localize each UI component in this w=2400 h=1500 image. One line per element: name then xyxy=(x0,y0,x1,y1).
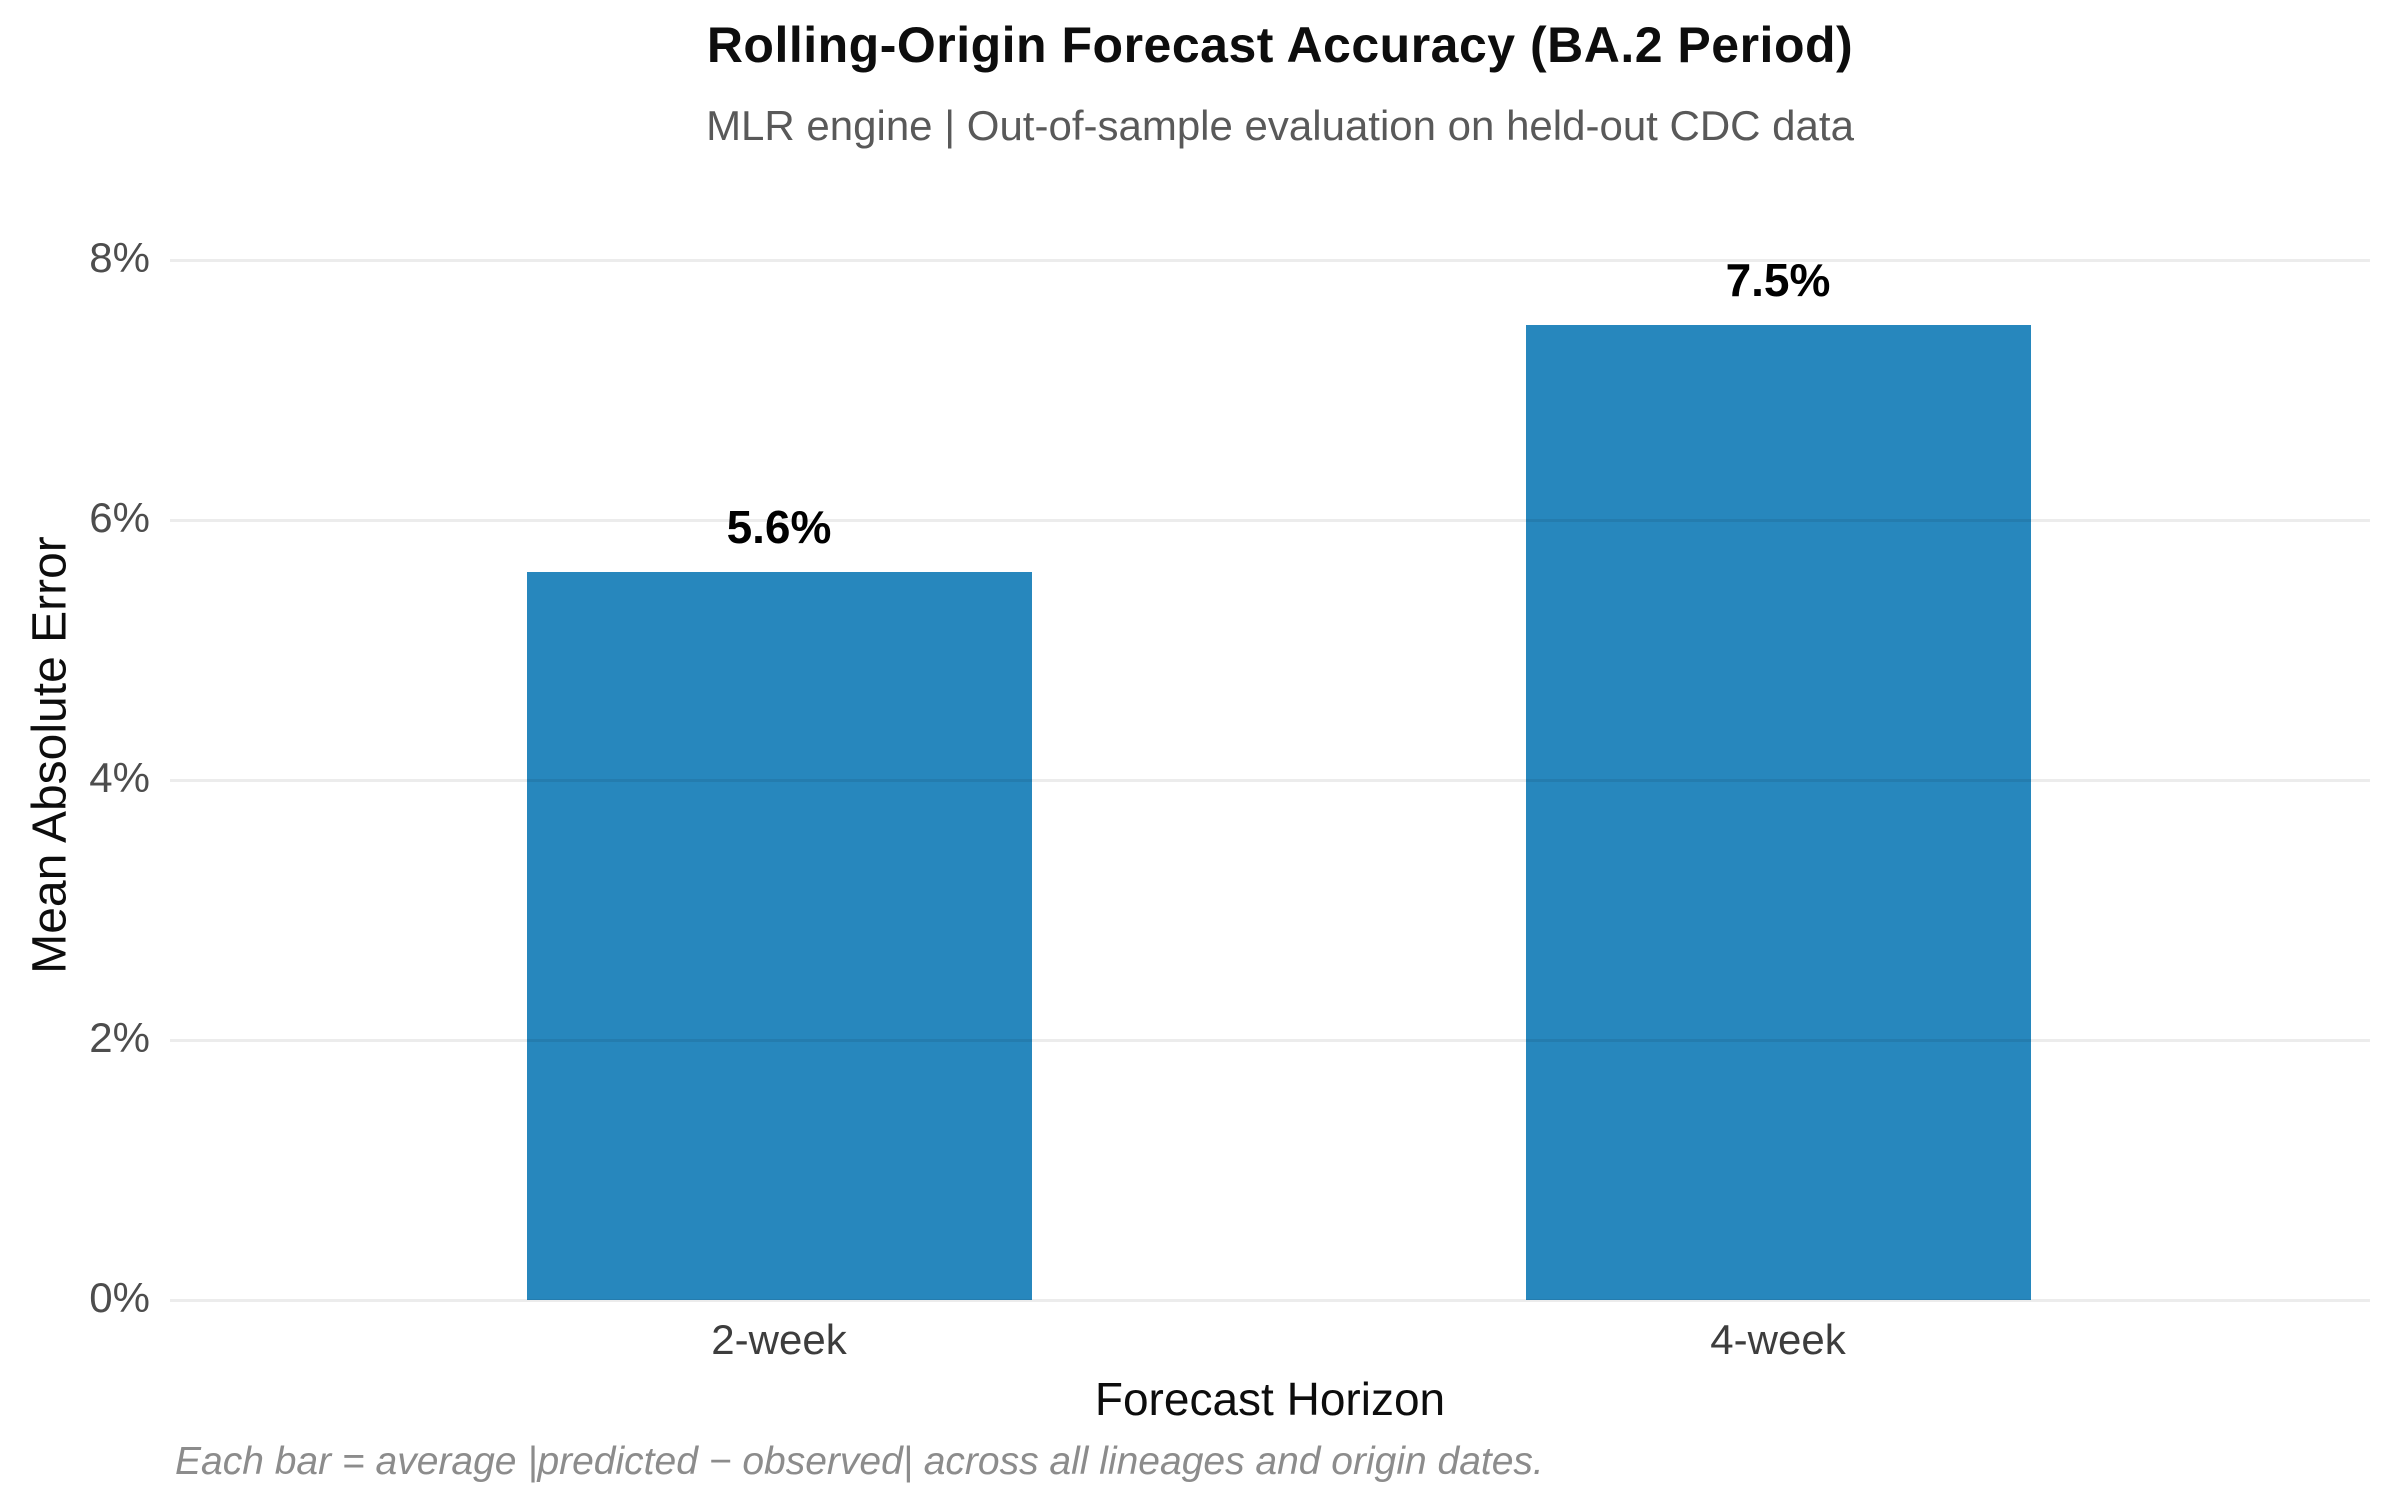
gridline-0% xyxy=(170,1299,2370,1302)
chart-footnote: Each bar = average |predicted − observed… xyxy=(175,1440,1544,1483)
y-tick-label-6%: 6% xyxy=(89,494,150,541)
bar-value-label-4-week: 7.5% xyxy=(1725,254,1831,306)
plot-area: 5.6% 7.5% xyxy=(170,254,2370,1302)
bar-2-week xyxy=(527,572,1032,1300)
bar-4-week xyxy=(1526,325,2031,1300)
y-tick-label-0%: 0% xyxy=(89,1274,150,1321)
gridline-8% xyxy=(170,259,2370,262)
gridline-4% xyxy=(170,779,2370,782)
x-axis-title: Forecast Horizon xyxy=(1094,1373,1446,1425)
chart-subtitle: MLR engine | Out-of-sample evaluation on… xyxy=(706,102,1854,149)
gridline-2% xyxy=(170,1039,2370,1042)
gridline-6% xyxy=(170,519,2370,522)
x-tick-label-2-week: 2-week xyxy=(711,1316,847,1363)
y-tick-label-8%: 8% xyxy=(89,234,150,281)
chart-title: Rolling-Origin Forecast Accuracy (BA.2 P… xyxy=(706,17,1854,73)
y-tick-label-2%: 2% xyxy=(89,1014,150,1061)
y-tick-label-4%: 4% xyxy=(89,754,150,801)
bar-value-label-2-week: 5.6% xyxy=(726,501,832,553)
x-tick-label-4-week: 4-week xyxy=(1710,1316,1846,1363)
